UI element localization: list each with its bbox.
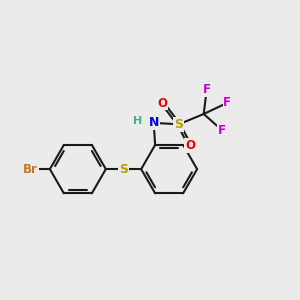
- Text: F: F: [223, 96, 231, 109]
- Text: O: O: [185, 139, 195, 152]
- Text: Br: Br: [23, 163, 38, 176]
- Text: O: O: [158, 97, 167, 110]
- Text: F: F: [203, 83, 211, 96]
- Text: N: N: [148, 116, 159, 129]
- Text: S: S: [119, 163, 128, 176]
- Text: H: H: [133, 116, 142, 126]
- Text: S: S: [174, 118, 183, 131]
- Text: F: F: [218, 124, 226, 137]
